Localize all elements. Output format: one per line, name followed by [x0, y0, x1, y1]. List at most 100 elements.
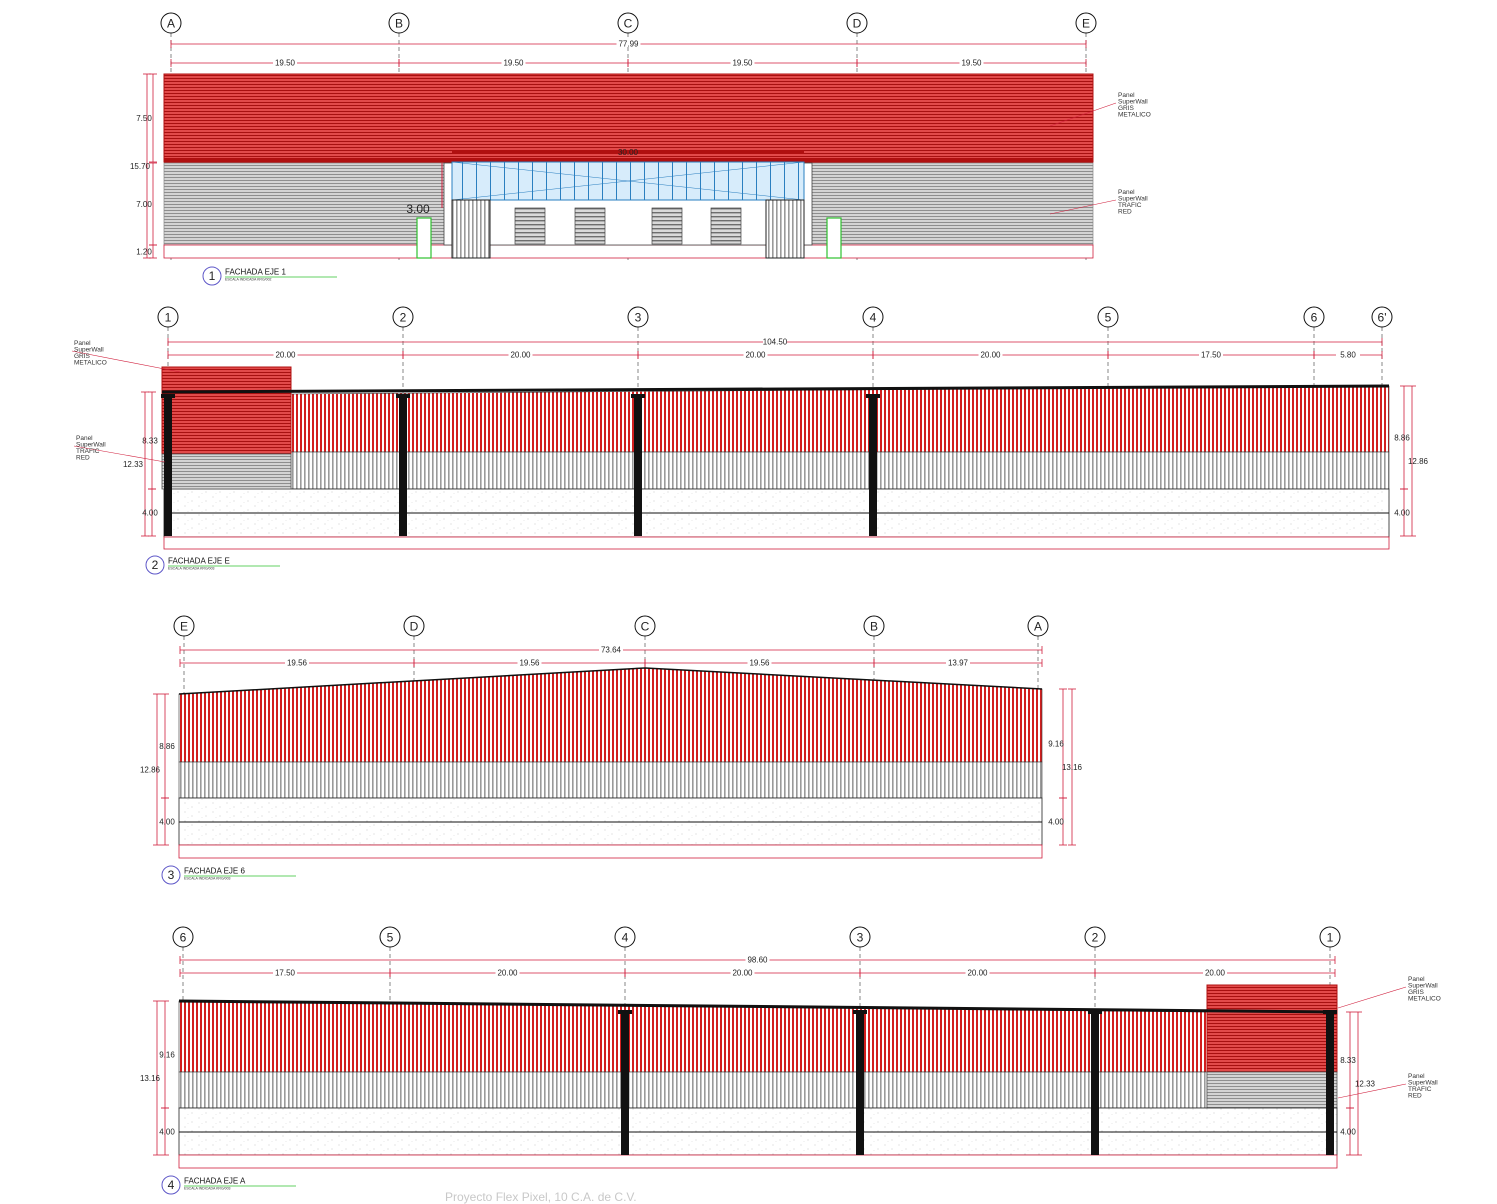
floor-line — [163, 536, 1390, 550]
axis-label: E — [180, 620, 188, 634]
span-dim-mask — [495, 969, 520, 976]
glass-diagonal — [451, 161, 805, 201]
note-gris-text: Panel — [1118, 92, 1135, 99]
axis-label: 2 — [400, 311, 407, 325]
overall-dim-mask — [745, 956, 770, 963]
view-number-circle — [202, 266, 222, 286]
vdim-label: 7.50 — [136, 114, 152, 123]
door-dim-label: 3.00 — [406, 202, 430, 216]
axis-label: C — [641, 620, 650, 634]
canopy-edge — [452, 150, 804, 154]
view-subtitle: ESCALA INDICADA KRG/003 — [184, 1187, 231, 1191]
axis-bubble — [379, 926, 401, 948]
vdim-label: 13.16 — [140, 1074, 161, 1083]
note-red-text: SuperWall — [1408, 1080, 1438, 1087]
vdim-label: 9.16 — [1048, 740, 1064, 749]
vdim-label: 4.00 — [159, 818, 175, 827]
vdim-label: 8.33 — [142, 437, 158, 446]
view-number: 1 — [209, 269, 216, 283]
vdim-label: 4.00 — [159, 1128, 175, 1137]
span-dim-mask — [965, 969, 990, 976]
overall-dim-label: 73.64 — [601, 646, 622, 655]
axis-bubble — [1097, 306, 1119, 328]
axis-bubble — [849, 926, 871, 948]
axis-label: C — [624, 17, 633, 31]
column-cap — [161, 394, 175, 398]
steel-column — [1326, 1010, 1334, 1155]
office-gray-panels — [1206, 1071, 1338, 1109]
vdim-label: 4.00 — [1048, 818, 1064, 827]
roof-line — [178, 999, 1338, 1014]
vdim-label: 13.16 — [1062, 763, 1083, 772]
vdim-label: 7.00 — [136, 200, 152, 209]
axis-label: 1 — [165, 311, 172, 325]
vdim-label: 1.20 — [136, 248, 152, 257]
span-dim-mask — [946, 659, 970, 666]
span-dim-mask — [743, 351, 768, 358]
note-gris-text: SuperWall — [74, 347, 104, 354]
view-number-circle — [145, 555, 165, 575]
span-dim-label: 17.50 — [275, 969, 296, 978]
overall-dim-label: 98.60 — [747, 956, 768, 965]
span-dim-label: 20.00 — [745, 351, 766, 360]
axis-label: D — [410, 620, 419, 634]
axis-bubble — [1319, 926, 1341, 948]
axis-label: 3 — [635, 311, 642, 325]
office-gray-panels — [161, 453, 292, 490]
span-dim-label: 19.56 — [287, 659, 308, 668]
span-dim-label: 19.56 — [519, 659, 540, 668]
view-number: 3 — [168, 868, 175, 882]
note-red-text: SuperWall — [1118, 196, 1148, 203]
axis-label: 6 — [180, 931, 187, 945]
stair-left — [451, 199, 491, 259]
axis-bubble — [1303, 306, 1325, 328]
dock-door — [514, 207, 546, 245]
vdim-label: 15.70 — [130, 162, 151, 171]
note-gris-text: Panel — [74, 340, 91, 347]
span-dim-mask — [273, 969, 297, 976]
door-right — [826, 217, 842, 259]
note-red-text: Panel — [1408, 1073, 1425, 1080]
office-red-panels — [1206, 984, 1338, 1073]
axis-label: B — [395, 17, 403, 31]
span-dim-mask — [501, 59, 526, 66]
red-panel-upper — [163, 73, 1094, 163]
axis-label: 5 — [387, 931, 394, 945]
column-cap — [1323, 1010, 1337, 1014]
view-title: FACHADA EJE 6 — [184, 867, 245, 876]
column-cap — [1088, 1010, 1102, 1014]
note-gris-text: GRIS — [1408, 989, 1425, 996]
axis-bubble — [617, 12, 639, 34]
vdim-label: 12.33 — [1355, 1080, 1376, 1089]
overall-dim-mask — [616, 40, 641, 47]
dock-door — [710, 207, 742, 245]
note-gris-text: Panel — [1408, 976, 1425, 983]
note-red-leader — [1337, 1083, 1407, 1099]
office-red-panels — [161, 366, 292, 455]
vdim-label: 4.00 — [1340, 1128, 1356, 1137]
span-dim-label: 17.50 — [1201, 351, 1222, 360]
note-gris-text: METALICO — [74, 360, 107, 367]
axis-bubble — [627, 306, 649, 328]
view-number-circle — [161, 865, 181, 885]
roof-line-right — [644, 667, 1043, 690]
elevation-fachada-eje-e: 1 2 3 4 5 6 6' 104.50 20.00 20.00 20.00 20.00 17.50 5… — [71, 306, 1429, 575]
span-dim-mask — [959, 59, 984, 66]
roof-line — [161, 384, 1390, 394]
span-dim-label: 20.00 — [275, 351, 296, 360]
elevation-fachada-eje-1: A B C D E 77.99 19.50 19.50 19.50 19.50 30.00 3.00 7… — [130, 12, 1151, 286]
steel-column — [634, 394, 642, 536]
span-dim-mask — [273, 59, 297, 66]
steel-column — [621, 1010, 629, 1155]
overall-dim-mask — [599, 646, 623, 653]
note-red-text: RED — [1408, 1093, 1422, 1100]
canopy-dim-label: 30.00 — [618, 148, 639, 157]
axis-bubble — [846, 12, 868, 34]
span-dim-mask — [978, 351, 1003, 358]
span-dim-label: 19.56 — [749, 659, 770, 668]
span-dim-mask — [747, 659, 772, 666]
axis-label: 6' — [1378, 311, 1387, 325]
span-dim-label: 19.50 — [732, 59, 753, 68]
red-wall-panels — [290, 385, 1390, 453]
steel-column — [856, 1010, 864, 1155]
